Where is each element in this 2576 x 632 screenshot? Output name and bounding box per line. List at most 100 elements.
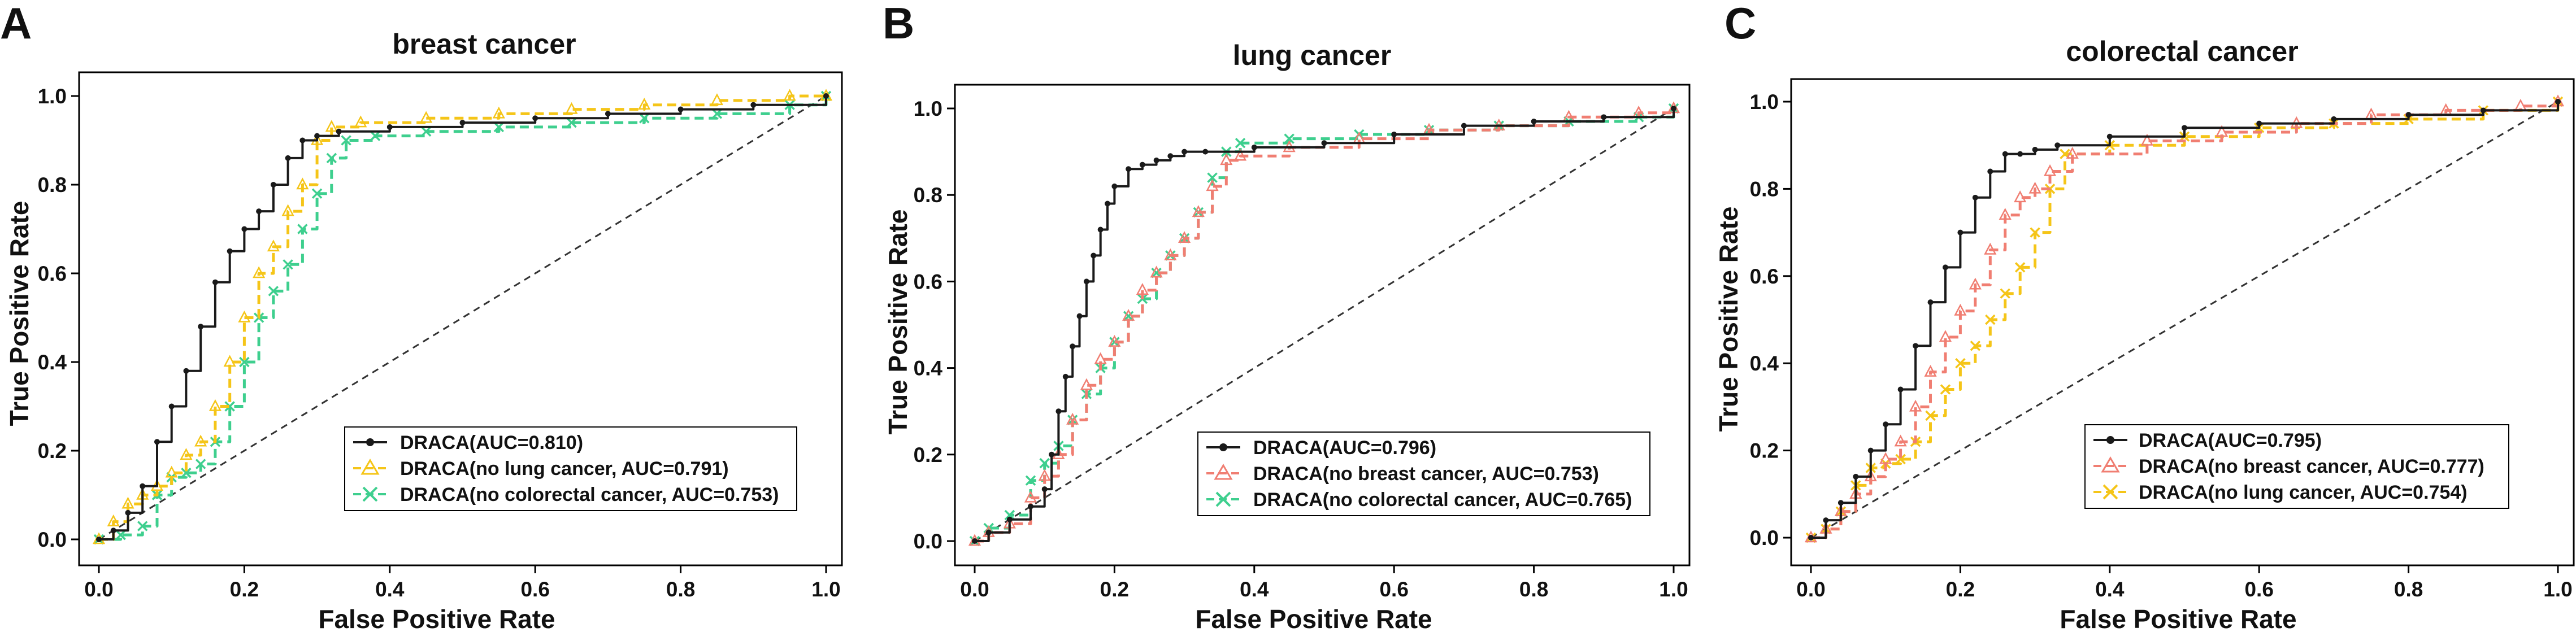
y-tick-label: 0.8	[1750, 177, 1779, 201]
data-point	[2331, 116, 2337, 122]
data-point	[299, 137, 306, 143]
data-point	[267, 239, 280, 252]
data-point	[256, 208, 262, 215]
y-tick-label: 0.8	[914, 184, 942, 207]
data-point	[1153, 157, 1159, 163]
chance-diagonal	[974, 107, 1674, 542]
data-point	[677, 106, 684, 112]
data-point	[1178, 231, 1191, 243]
data-point	[285, 155, 291, 161]
x-tick-label: 1.0	[2543, 578, 2572, 601]
x-tick-label: 0.4	[375, 578, 405, 601]
data-point	[2405, 112, 2412, 118]
data-point	[2017, 151, 2023, 157]
data-point	[1940, 384, 1951, 395]
data-point	[1105, 201, 1111, 207]
legend-entry: DRACA(no breast cancer, AUC=0.777)	[2139, 456, 2484, 477]
legend-entry: DRACA(no colorectal cancer, AUC=0.753)	[400, 484, 779, 505]
legend-entry: DRACA(no colorectal cancer, AUC=0.765)	[1253, 489, 1632, 511]
data-point	[1123, 311, 1134, 321]
data-point	[281, 204, 294, 216]
data-point	[1136, 283, 1149, 295]
legend-swatch-marker	[2102, 484, 2118, 500]
x-axis-label: False Positive Rate	[1195, 604, 1432, 632]
data-point	[1251, 144, 1257, 150]
data-point	[420, 111, 433, 123]
data-point	[107, 514, 120, 526]
data-point	[297, 224, 308, 234]
y-tick-label: 1.0	[1750, 90, 1779, 114]
data-point	[1041, 486, 1048, 492]
x-tick-label: 0.6	[520, 578, 549, 601]
data-point	[565, 102, 578, 114]
data-point	[783, 89, 796, 101]
legend: DRACA(AUC=0.810) DRACA(no lung cancer, A…	[344, 426, 797, 511]
legend-entry: DRACA(no breast cancer, AUC=0.753)	[1253, 463, 1599, 485]
data-point	[183, 368, 189, 374]
data-point	[1108, 334, 1121, 347]
data-point	[493, 121, 505, 133]
data-point	[115, 529, 126, 541]
y-tick-label: 0.0	[38, 528, 67, 551]
x-tick-label: 1.0	[811, 578, 840, 601]
data-point	[238, 310, 251, 322]
data-point	[566, 117, 577, 128]
x-axis-label: False Positive Rate	[2060, 604, 2296, 632]
data-point	[1897, 386, 1904, 393]
data-point	[1823, 517, 1829, 524]
legend: DRACA(AUC=0.796) DRACA(no breast cancer,…	[1197, 431, 1650, 516]
data-point	[140, 483, 146, 489]
data-point	[1181, 149, 1188, 155]
data-point	[1206, 179, 1219, 191]
data-point	[420, 126, 432, 137]
data-point	[1066, 412, 1079, 425]
x-tick-label: 0.8	[1519, 578, 1548, 601]
series-0	[972, 106, 1676, 544]
series-line	[975, 108, 1675, 542]
data-point	[154, 439, 160, 445]
data-point	[1111, 183, 1118, 189]
plot-frame	[1790, 78, 2575, 566]
x-tick-label: 0.0	[84, 578, 113, 601]
data-point	[1883, 421, 1889, 428]
data-point	[2066, 146, 2079, 159]
data-point	[2014, 262, 2026, 273]
data-point	[1925, 410, 1936, 421]
data-point	[459, 120, 466, 126]
data-point	[2028, 181, 2041, 194]
data-point	[1167, 153, 1174, 159]
data-point	[1853, 473, 1859, 480]
data-point	[638, 98, 651, 110]
legend-box	[2084, 424, 2509, 509]
legend-swatch-marker	[1214, 464, 1233, 480]
panel-breast-cancer: A breast cancer False Positive Rate True…	[0, 0, 843, 632]
y-tick-label: 0.4	[1750, 352, 1779, 375]
data-point	[1233, 149, 1247, 161]
data-point	[532, 115, 538, 121]
data-point	[1164, 248, 1177, 260]
x-tick-label: 0.4	[1240, 578, 1269, 601]
x-tick-label: 0.2	[1946, 578, 1975, 601]
data-point	[711, 108, 723, 119]
data-point	[1879, 452, 1892, 464]
data-point	[2030, 227, 2040, 238]
data-point	[326, 152, 337, 164]
data-point	[1999, 208, 2012, 220]
data-point	[1671, 106, 1676, 111]
plot-frame	[954, 84, 1691, 566]
data-point	[314, 133, 320, 139]
data-point	[370, 130, 381, 141]
data-point	[1984, 242, 1997, 255]
panel-letter: C	[1724, 0, 1756, 48]
data-point	[1004, 509, 1015, 521]
data-point	[1970, 341, 1981, 351]
data-point	[1150, 265, 1163, 278]
legend-box	[344, 426, 797, 511]
data-point	[1894, 434, 1907, 447]
data-point	[341, 135, 351, 146]
data-point	[1109, 337, 1120, 347]
legend-entry: DRACA(AUC=0.796)	[1253, 437, 1436, 459]
data-point	[2106, 133, 2113, 140]
data-point	[1927, 299, 1934, 306]
data-point	[239, 356, 250, 368]
